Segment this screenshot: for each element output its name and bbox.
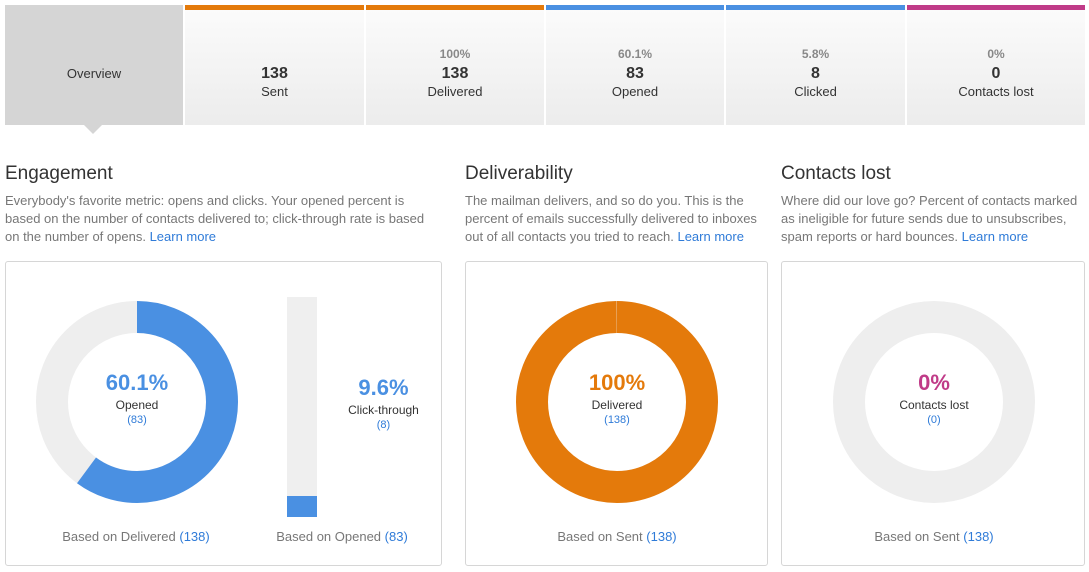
tab-clicked-number: 8 [811, 65, 820, 82]
engagement-description: Everybody's favorite metric: opens and c… [5, 192, 435, 246]
opened-based-count-link[interactable]: (138) [179, 529, 210, 544]
tab-overview[interactable]: Overview [5, 5, 183, 125]
deliverability-panel: 100% Delivered (138) Based on Sent (138) [465, 261, 768, 566]
tab-overview-label: Overview [66, 66, 122, 81]
delivered-donut-chart [516, 301, 718, 503]
click-through-count: (8) [376, 419, 391, 431]
opened-donut-arc [36, 301, 238, 503]
tab-contacts-lost-number: 0 [991, 65, 1001, 82]
engagement-description-text: Everybody's favorite metric: opens and c… [5, 193, 425, 244]
click-through-center: 9.6% Click-through (8) [331, 375, 436, 431]
contacts-lost-count: (0) [927, 414, 941, 426]
deliverability-footnote: Based on Sent (138) [516, 529, 718, 544]
contacts-lost-description-text: Where did our love go? Percent of contac… [781, 193, 1078, 244]
contacts-lost-description: Where did our love go? Percent of contac… [781, 192, 1081, 246]
tab-contacts-lost[interactable]: 0% 0 Contacts lost [907, 5, 1085, 125]
tab-clicked-percent: 5.8% [801, 47, 830, 61]
tab-sent-number: 138 [261, 65, 288, 82]
contacts-lost-title: Contacts lost [781, 163, 891, 184]
opened-donut-center: 60.1% Opened (83) [67, 370, 207, 426]
delivered-percent: 100% [588, 370, 646, 395]
contacts-lost-based-on: Based on Sent [874, 529, 960, 544]
engagement-title: Engagement [5, 163, 113, 184]
deliverability-description: The mailman delivers, and so do you. Thi… [465, 192, 765, 246]
click-through-label: Click-through [348, 403, 419, 417]
tab-delivered-percent: 100% [439, 47, 471, 61]
click-based-count-link[interactable]: (83) [384, 529, 408, 544]
tab-sent-label: Sent [261, 84, 288, 99]
tab-opened-label: Opened [611, 84, 659, 99]
deliverability-learn-more-link[interactable]: Learn more [677, 229, 744, 244]
deliverability-title: Deliverability [465, 163, 573, 184]
opened-footnote: Based on Delivered (138) [46, 529, 226, 544]
click-through-percent: 9.6% [358, 375, 409, 400]
click-footnote: Based on Opened (83) [262, 529, 422, 544]
tab-contacts-lost-label: Contacts lost [958, 84, 1034, 99]
active-tab-pointer [84, 125, 102, 134]
tab-opened[interactable]: 60.1% 83 Opened [546, 5, 724, 125]
opened-based-on: Based on Delivered [62, 529, 176, 544]
deliverability-description-text: The mailman delivers, and so do you. Thi… [465, 193, 757, 244]
contacts-lost-based-count-link[interactable]: (138) [963, 529, 994, 544]
stats-tab-strip: Overview 138 Sent 100% 138 Delivered 60.… [5, 5, 1085, 125]
contacts-lost-donut-chart [833, 301, 1035, 503]
tab-opened-number: 83 [626, 65, 644, 82]
tab-opened-percent: 60.1% [617, 47, 653, 61]
delivered-donut-arc [516, 301, 718, 503]
tab-delivered-label: Delivered [427, 84, 483, 99]
opened-count: (83) [127, 414, 147, 426]
contacts-lost-donut-center: 0% Contacts lost (0) [864, 370, 1004, 426]
deliverability-based-count-link[interactable]: (138) [646, 529, 677, 544]
contacts-lost-donut-track [833, 301, 1035, 503]
click-based-on: Based on Opened [276, 529, 382, 544]
tab-clicked[interactable]: 5.8% 8 Clicked [726, 5, 905, 125]
click-through-bar-track [287, 297, 317, 517]
contacts-lost-learn-more-link[interactable]: Learn more [961, 229, 1029, 244]
tab-delivered[interactable]: 100% 138 Delivered [366, 5, 544, 125]
contacts-lost-panel: 0% Contacts lost (0) Based on Sent (138) [781, 261, 1085, 566]
delivered-donut-center: 100% Delivered (138) [547, 370, 687, 426]
click-through-bar-fill [287, 495, 317, 517]
opened-label: Opened [115, 398, 159, 412]
contacts-lost-footnote: Based on Sent (138) [833, 529, 1035, 544]
tab-contacts-lost-percent: 0% [987, 47, 1005, 61]
delivered-count: (138) [604, 414, 630, 426]
delivered-label: Delivered [591, 398, 643, 412]
tab-delivered-number: 138 [441, 65, 469, 82]
contacts-lost-percent: 0% [918, 370, 950, 395]
tab-sent[interactable]: 138 Sent [185, 5, 364, 125]
deliverability-based-on: Based on Sent [557, 529, 643, 544]
opened-donut-chart [36, 301, 238, 503]
engagement-learn-more-link[interactable]: Learn more [149, 229, 217, 244]
contacts-lost-label: Contacts lost [899, 398, 969, 412]
opened-percent: 60.1% [105, 370, 169, 395]
tab-clicked-label: Clicked [794, 84, 837, 99]
engagement-panel: 60.1% Opened (83) 9.6% Click-through (8)… [5, 261, 442, 566]
